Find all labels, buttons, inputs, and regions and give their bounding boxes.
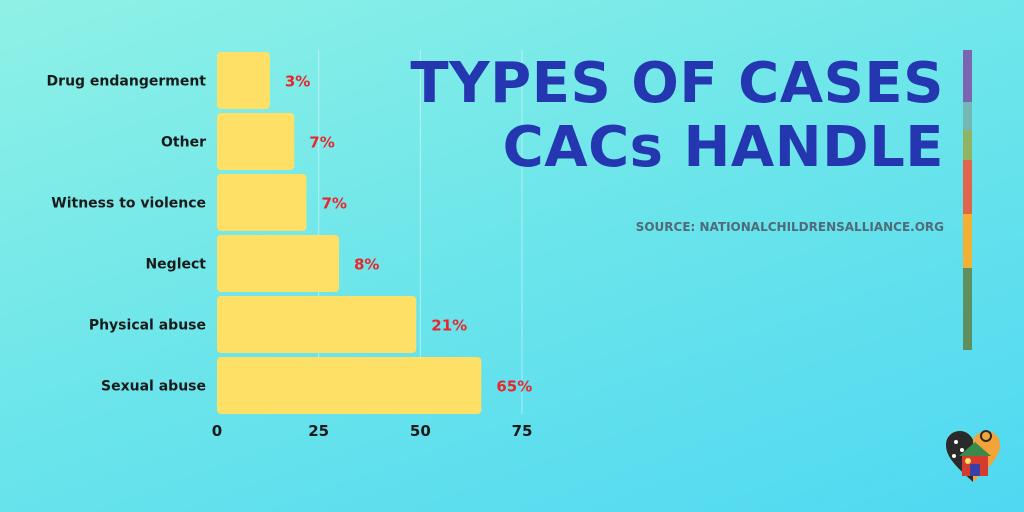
stripe-segment-2 (963, 130, 972, 160)
stripe-segment-0 (963, 50, 972, 102)
bar-2 (217, 174, 307, 231)
stripe-segment-1 (963, 102, 972, 130)
stripe-segment-3 (963, 160, 972, 214)
x-tick-label-50: 50 (410, 422, 431, 440)
bar-3 (217, 235, 339, 292)
category-label-3: Neglect (145, 257, 206, 273)
stripe-segment-4 (963, 214, 972, 268)
value-label-0: 3% (285, 73, 310, 91)
heart-house-logo-icon (946, 430, 1000, 482)
x-tick-label-0: 0 (212, 422, 222, 440)
chart-title: TYPES OF CASES CACs HANDLE (410, 52, 944, 180)
value-label-2: 7% (321, 195, 346, 213)
value-label-3: 8% (354, 256, 379, 274)
x-tick-label-25: 25 (308, 422, 329, 440)
value-label-1: 7% (309, 134, 334, 152)
source-text: SOURCE: NATIONALCHILDRENSALLIANCE.ORG (635, 220, 944, 234)
value-label-5: 65% (496, 378, 532, 396)
category-label-5: Sexual abuse (101, 379, 206, 395)
category-label-2: Witness to violence (51, 196, 206, 212)
title-line-1: TYPES OF CASES (410, 51, 944, 116)
bar-0 (217, 52, 270, 109)
stripe-segment-5 (963, 268, 972, 350)
title-line-2: CACs HANDLE (502, 115, 944, 180)
bar-4 (217, 296, 417, 353)
color-stripe (963, 50, 972, 350)
value-label-4: 21% (431, 317, 467, 335)
category-label-4: Physical abuse (89, 318, 206, 334)
category-label-1: Other (161, 135, 206, 151)
bar-5 (217, 357, 482, 414)
x-tick-label-75: 75 (512, 422, 533, 440)
category-label-0: Drug endangerment (47, 74, 207, 90)
bar-1 (217, 113, 295, 170)
